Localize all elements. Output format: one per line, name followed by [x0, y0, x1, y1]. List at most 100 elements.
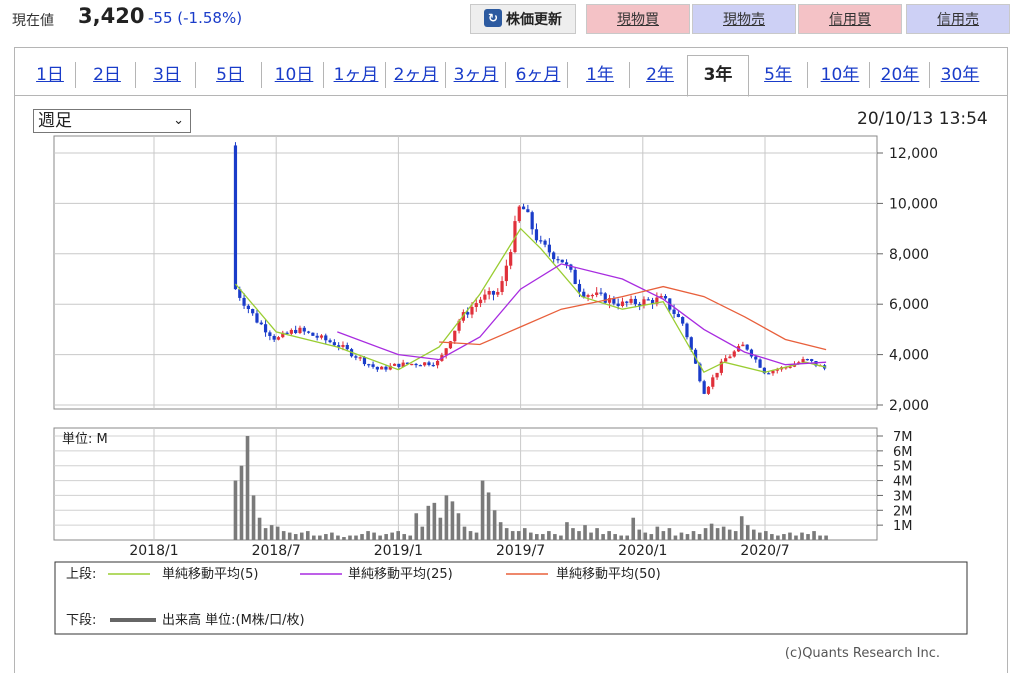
period-tabs: 1日 2日 3日 5日 10日 1ヶ月 2ヶ月 3ヶ月 6ヶ月 1年 2年 3年…: [15, 55, 1007, 97]
candle-body: [298, 327, 302, 334]
candle-body: [797, 362, 801, 365]
candle-body: [616, 303, 620, 306]
candle-body: [715, 372, 719, 378]
volume-bar: [739, 516, 744, 540]
volume-bar: [432, 502, 437, 540]
candle-body: [268, 332, 272, 336]
volume-bar: [281, 531, 286, 540]
volume-bar: [661, 531, 666, 540]
candle-body: [595, 292, 599, 295]
candle-body: [315, 335, 319, 338]
volume-tick-label: 1M: [893, 519, 913, 534]
candle-body: [590, 294, 594, 297]
volume-bar: [776, 535, 780, 540]
tab-underline: [15, 95, 1007, 96]
candle-body: [457, 320, 461, 331]
candle-body: [547, 244, 551, 253]
volume-tick-label: 6M: [893, 445, 913, 460]
candle-body: [289, 329, 293, 334]
candle-body: [762, 367, 766, 374]
candle-body: [771, 370, 775, 374]
volume-bar: [794, 535, 798, 540]
volume-bar: [709, 523, 714, 540]
tab-6m[interactable]: 6ヶ月: [509, 62, 568, 88]
volume-bar: [522, 528, 527, 540]
candle-body: [530, 212, 534, 230]
candle-body: [375, 366, 379, 370]
legend-ma5: 単純移動平均(5): [162, 566, 258, 582]
candle-body: [702, 381, 706, 394]
volume-tick-label: 2M: [893, 504, 913, 519]
volume-bar: [366, 531, 370, 540]
candle-body: [410, 363, 414, 366]
volume-bar: [384, 534, 388, 540]
tab-5y[interactable]: 5年: [749, 62, 808, 88]
interval-select-value: 週足: [38, 111, 72, 131]
tab-3d[interactable]: 3日: [139, 62, 196, 88]
candle-body: [453, 330, 457, 342]
refresh-label: 株価更新: [506, 12, 562, 28]
tab-5d[interactable]: 5日: [199, 62, 262, 88]
tab-2d[interactable]: 2日: [79, 62, 136, 88]
candle-body: [358, 357, 362, 359]
candle-body: [470, 306, 474, 315]
tab-10d[interactable]: 10日: [265, 62, 324, 88]
candle-body: [509, 252, 513, 266]
volume-bar: [305, 531, 310, 540]
volume-bar: [426, 505, 431, 540]
volume-bar: [571, 528, 575, 540]
cash-buy-button[interactable]: 現物買: [586, 4, 690, 34]
candle-body: [810, 359, 814, 361]
candle-body: [294, 329, 298, 334]
margin-sell-button[interactable]: 信用売: [906, 4, 1010, 34]
x-tick-label: 2018/7: [252, 543, 301, 559]
candle-body: [775, 369, 779, 371]
cash-sell-button[interactable]: 現物売: [692, 4, 796, 34]
tab-30y[interactable]: 30年: [940, 65, 980, 85]
price-change: -55 (-1.58%): [148, 9, 242, 27]
refresh-icon: ↻: [484, 9, 502, 27]
tab-1y[interactable]: 1年: [571, 62, 630, 88]
volume-bar: [733, 531, 738, 540]
volume-bars: [233, 436, 828, 540]
volume-tick-label: 3M: [893, 489, 913, 504]
tab-2m[interactable]: 2ヶ月: [387, 62, 446, 88]
candle-body: [689, 337, 693, 350]
candle-body: [676, 313, 680, 318]
tab-2y[interactable]: 2年: [646, 65, 674, 85]
volume-bar: [595, 528, 599, 540]
tab-1d[interactable]: 1日: [25, 62, 76, 88]
tab-3m[interactable]: 3ヶ月: [447, 62, 506, 88]
candle-body: [496, 291, 500, 295]
volume-bar: [456, 513, 461, 540]
tab-20y[interactable]: 20年: [871, 62, 930, 88]
refresh-price-button[interactable]: ↻ 株価更新: [470, 4, 576, 34]
candle-body: [625, 301, 629, 303]
interval-select[interactable]: 週足 ⌄: [33, 109, 191, 133]
volume-tick-label: 7M: [893, 430, 913, 445]
candle-body: [306, 331, 311, 333]
candle-body: [380, 366, 384, 370]
x-tick-label: 2020/1: [618, 543, 667, 559]
volume-bar: [745, 525, 750, 540]
candle-body: [466, 312, 470, 315]
candle-body: [345, 345, 349, 350]
tab-10y[interactable]: 10年: [811, 62, 870, 88]
volume-bar: [408, 535, 413, 540]
candle-body: [603, 293, 607, 303]
margin-buy-button[interactable]: 信用買: [798, 4, 902, 34]
candle-body: [681, 317, 685, 324]
candle-body: [427, 362, 431, 365]
volume-bar: [468, 531, 473, 540]
tab-3y[interactable]: 3年: [687, 55, 749, 97]
tab-1m[interactable]: 1ヶ月: [327, 62, 386, 88]
price-value: 3,420: [78, 4, 145, 28]
candle-body: [534, 229, 539, 241]
volume-bar: [547, 531, 551, 540]
candle-body: [414, 363, 418, 366]
candle-body: [582, 291, 586, 297]
candle-body: [255, 313, 259, 323]
legend-upper-label: 上段:: [66, 567, 96, 582]
volume-tick-label: 4M: [893, 475, 913, 490]
volume-bar: [287, 532, 292, 540]
